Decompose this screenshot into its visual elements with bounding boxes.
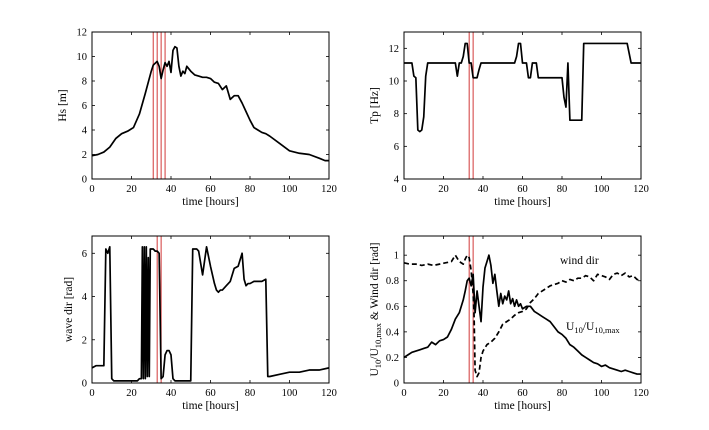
panel-tp-xtick-label: 60: [517, 184, 528, 195]
panel-wavedir-series: [91, 245, 330, 382]
wind-dir-annotation: wind dir: [560, 255, 599, 267]
panel-wind-xtick-label: 120: [633, 388, 649, 399]
panel-hs-xtick-label: 0: [89, 184, 94, 195]
panel-hs-series-hs: [91, 45, 329, 162]
panel-wavedir: 0 20 40 60 80 100 120 0 2 4 6 time [hours] wave d…: [63, 235, 337, 412]
panel-wavedir-ytick-label: 4: [82, 292, 88, 303]
panel-wavedir-xtick-label: 20: [126, 388, 137, 399]
panel-tp-ytick-label: 4: [394, 175, 400, 186]
panel-wavedir-yticks: 0 2 4 6: [82, 249, 329, 390]
panel-wavedir-xtick-label: 60: [205, 388, 216, 399]
panel-tp-vlines: [468, 32, 474, 179]
panel-wind-xtick-label: 80: [557, 388, 568, 399]
panel-tp-xtick-label: 80: [557, 184, 568, 195]
panel-wind-xtick-label: 100: [594, 388, 610, 399]
panel-hs-series: [91, 45, 329, 162]
panel-wind-xlabel: time [hours]: [494, 400, 551, 412]
panel-wind-series-u10-u10-max: [403, 254, 641, 375]
panel-hs-xtick-label: 40: [166, 184, 177, 195]
panel-hs-ylabel: Hs [m]: [57, 89, 69, 121]
panel-tp-ytick-label: 6: [394, 142, 399, 153]
panel-tp-series-tp: [404, 42, 641, 133]
panel-wavedir-ylabel: wave dir [rad]: [63, 277, 75, 342]
panel-tp-ytick-label: 10: [389, 77, 400, 88]
panel-hs-ytick-label: 6: [82, 101, 87, 112]
panel-hs-frame: [91, 31, 330, 180]
panel-wind-xtick-label: 20: [438, 388, 449, 399]
panel-tp-xticks: 0 20 40 60 80 100 120: [401, 32, 649, 195]
panel-wind-ytick-label: 0.8: [386, 276, 399, 287]
panel-hs-vlines: [152, 32, 166, 179]
panel-wavedir-xticks: 0 20 40 60 80 100 120: [89, 236, 337, 399]
ylabel-sub2: 10,max: [373, 322, 383, 348]
ylabel-sub1: 10: [373, 360, 383, 369]
panel-tp-xtick-label: 20: [438, 184, 449, 195]
panel-wind-ytick-label: 0.6: [386, 302, 399, 313]
panel-wind-xticks: 0 20 40 60 80 100 120: [401, 236, 649, 399]
panel-tp-series: [404, 42, 641, 133]
panel-hs-xtick-label: 100: [282, 184, 298, 195]
panel-wind-xtick-label: 40: [478, 388, 489, 399]
panel-tp: 0 20 40 60 80 100 120 4 6 8 10 12 time [hours] Tp …: [369, 31, 649, 208]
panel-hs-ytick-label: 0: [82, 175, 87, 186]
panel-hs: 0 20 40 60 80 100 120 0 2 4 6 8 10 12 time [hours] H…: [57, 28, 337, 209]
panel-hs-xlabel: time [hours]: [182, 196, 239, 208]
panel-tp-xtick-label: 40: [478, 184, 489, 195]
ylabel-rest: & Wind dir [rad]: [369, 242, 381, 322]
panel-tp-ylabel: Tp [Hz]: [369, 87, 381, 124]
u10-annot-sub2: 10,max: [594, 325, 620, 335]
panel-wind-series-wind-dir: [403, 254, 642, 378]
panel-tp-ytick-label: 12: [389, 44, 400, 55]
u10-annot-u: U: [566, 321, 575, 333]
panel-tp-frame: [403, 31, 642, 180]
panel-wind-ytick-label: 0.4: [386, 327, 400, 338]
panel-hs-ytick-label: 10: [77, 52, 88, 63]
panel-hs-xtick-label: 80: [245, 184, 256, 195]
panel-hs-ytick-label: 12: [77, 28, 88, 39]
u10-annot-sub1: 10: [574, 325, 583, 335]
panel-tp-xtick-label: 120: [633, 184, 649, 195]
panel-wavedir-xtick-label: 100: [282, 388, 298, 399]
panel-hs-xtick-label: 60: [205, 184, 216, 195]
ylabel-u: U: [369, 368, 381, 377]
panel-wavedir-xtick-label: 120: [321, 388, 337, 399]
panel-hs-ytick-label: 4: [82, 126, 88, 137]
panel-wavedir-frame: [91, 235, 330, 384]
ylabel-slash: /U: [369, 348, 381, 360]
u10-annotation: U10/U10,max: [566, 321, 620, 335]
panel-hs-xtick-label: 120: [321, 184, 337, 195]
panel-wavedir-xlabel: time [hours]: [182, 400, 239, 412]
panel-wind-xtick-label: 60: [517, 388, 528, 399]
panel-wavedir-series-wave-dir: [91, 245, 330, 382]
panel-hs-yticks: 0 2 4 6 8 10 12: [77, 28, 329, 186]
panel-hs-xtick-label: 20: [126, 184, 137, 195]
panel-wind-yticks: 0 0.2 0.4 0.6 0.8 1: [386, 251, 641, 390]
panel-wavedir-ytick-label: 2: [82, 335, 87, 346]
panel-wind-series: [403, 254, 642, 378]
panel-wind-xtick-label: 0: [401, 388, 406, 399]
panel-wavedir-ytick-label: 6: [82, 249, 87, 260]
u10-annot-slash: /U: [583, 321, 595, 333]
panel-wavedir-xtick-label: 40: [166, 388, 177, 399]
panel-wind-ytick-label: 0.2: [386, 353, 399, 364]
panel-hs-ytick-label: 2: [82, 150, 87, 161]
panel-wavedir-xtick-label: 0: [89, 388, 94, 399]
panel-hs-xticks: 0 20 40 60 80 100 120: [89, 32, 337, 195]
panel-wind-ytick-label: 0: [394, 379, 399, 390]
panel-tp-xtick-label: 0: [401, 184, 406, 195]
panel-tp-ytick-label: 8: [394, 109, 399, 120]
panel-tp-xtick-label: 100: [594, 184, 610, 195]
panel-wind-ytick-label: 1: [394, 251, 399, 262]
panel-hs-ytick-label: 8: [82, 77, 87, 88]
panel-wind: 0 20 40 60 80 100 120 0 0.2 0.4 0.6 0.8 1 time [hou…: [369, 235, 649, 412]
panel-tp-xlabel: time [hours]: [494, 196, 551, 208]
panel-tp-yticks: 4 6 8 10 12: [389, 44, 641, 186]
panel-wind-ylabel: U10/U10,max & Wind dir [rad]: [369, 242, 383, 376]
panel-wavedir-xtick-label: 80: [245, 388, 256, 399]
panel-wavedir-ytick-label: 0: [82, 379, 87, 390]
